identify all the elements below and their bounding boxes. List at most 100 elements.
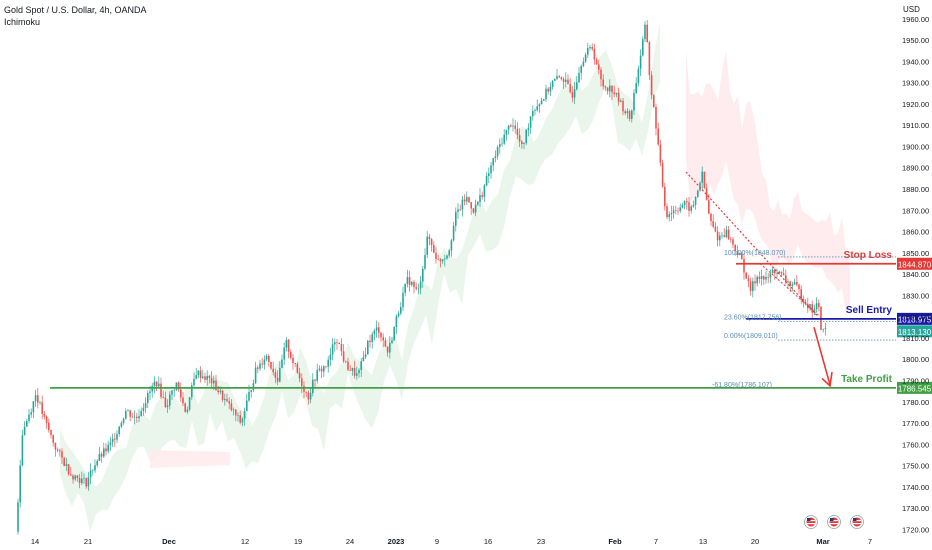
candle-body	[576, 82, 578, 90]
candlesticks	[17, 20, 827, 535]
candle-body	[228, 401, 230, 404]
candle-body	[329, 354, 332, 360]
candle-body	[30, 412, 32, 415]
candle-body	[371, 334, 373, 343]
candle-body	[714, 226, 717, 232]
candle-body	[94, 465, 96, 471]
candle-body	[274, 372, 277, 378]
candle-body	[305, 391, 307, 393]
candle-body	[268, 355, 270, 363]
candle-body	[446, 255, 448, 259]
candle-body	[219, 390, 222, 393]
candle-body	[798, 284, 800, 290]
candle-body	[611, 85, 613, 93]
level-label: Sell Entry	[846, 305, 893, 316]
candle-body	[133, 416, 136, 418]
fib-label: 100.00%(1848.070)	[724, 250, 786, 257]
candle-body	[347, 361, 349, 371]
y-tick-label: 1930.00	[902, 79, 929, 88]
candle-body	[349, 370, 351, 371]
candle-body	[182, 397, 184, 404]
candle-body	[230, 403, 233, 411]
y-tick-label: 1770.00	[902, 419, 929, 428]
current-price-label: 1813.130	[898, 328, 932, 337]
y-tick-label: 1720.00	[902, 525, 929, 534]
candle-body	[417, 288, 420, 290]
candle-body	[521, 141, 523, 144]
candle-body	[76, 475, 79, 479]
candle-body	[754, 281, 756, 284]
candle-body	[369, 340, 371, 343]
x-tick-label: 9	[435, 537, 439, 546]
candle-body	[186, 409, 189, 412]
candle-body	[400, 307, 402, 314]
candle-body	[609, 85, 611, 92]
candle-body	[138, 416, 140, 419]
price-tag-bg	[897, 257, 932, 270]
price-tag-bg	[897, 312, 932, 325]
y-tick-label: 1820.00	[902, 313, 929, 322]
y-tick-label: 1790.00	[902, 377, 929, 386]
candle-body	[450, 240, 453, 251]
candle-body	[402, 292, 404, 308]
candle-body	[763, 276, 765, 280]
candle-body	[435, 252, 437, 260]
candle-body	[259, 363, 261, 369]
candle-body	[50, 430, 52, 436]
flag-icon-canton	[807, 518, 811, 521]
candle-body	[631, 110, 633, 119]
candle-body	[811, 304, 813, 313]
x-tick-label: 19	[294, 537, 302, 546]
candle-body	[580, 66, 582, 73]
candle-body	[496, 147, 499, 157]
candle-body	[648, 42, 651, 75]
candle-body	[307, 392, 310, 400]
candle-body	[815, 303, 818, 310]
candle-body	[175, 382, 178, 390]
candle-body	[217, 390, 219, 393]
candle-body	[479, 195, 481, 203]
trade-levels: Stop Loss 1844.870 Sell Entry 1818.975 Take …	[50, 171, 932, 394]
candle-body	[48, 422, 50, 431]
candle-body	[626, 111, 629, 114]
candle-body	[466, 197, 468, 202]
chart-title: Gold Spot / U.S. Dollar, 4h, OANDA	[4, 5, 147, 15]
y-tick-label: 1900.00	[902, 142, 929, 151]
candle-body	[646, 24, 648, 43]
candle-body	[573, 89, 576, 98]
candle-body	[598, 64, 600, 70]
candle-body	[725, 229, 728, 238]
candle-body	[395, 316, 398, 327]
candle-body	[391, 340, 393, 343]
candle-body	[177, 382, 180, 390]
candle-body	[556, 76, 558, 79]
candle-body	[606, 87, 609, 92]
candle-body	[439, 259, 442, 262]
current-price-tag	[897, 325, 932, 338]
candle-body	[628, 111, 631, 119]
candle-body	[39, 402, 41, 403]
x-tick-label: 21	[84, 537, 92, 546]
candle-body	[595, 59, 598, 65]
candle-body	[692, 204, 695, 207]
candle-body	[221, 390, 224, 400]
candle-body	[703, 171, 706, 188]
candle-body	[818, 303, 820, 307]
candle-body	[554, 78, 556, 81]
candle-body	[791, 284, 794, 286]
axis-currency: USD	[903, 5, 920, 14]
x-tick-label: Mar	[816, 537, 829, 546]
candle-body	[600, 69, 602, 80]
candle-body	[778, 271, 780, 274]
candle-body	[721, 235, 723, 237]
candle-body	[481, 195, 483, 197]
candle-body	[501, 143, 503, 145]
y-tick-label: 1850.00	[902, 249, 929, 258]
candle-body	[809, 304, 811, 309]
candle-body	[666, 206, 668, 218]
candle-body	[587, 48, 589, 55]
candle-body	[290, 351, 292, 358]
candle-body	[560, 77, 563, 80]
candle-body	[525, 129, 527, 143]
